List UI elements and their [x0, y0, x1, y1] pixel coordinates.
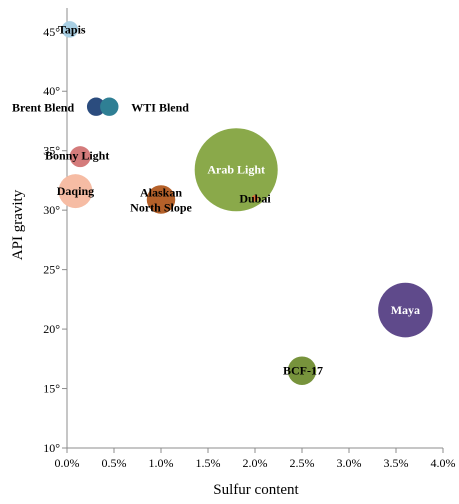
bubble-labels: Tapis Brent Blend WTI Blend Bonny Light Daqi…: [12, 22, 420, 377]
y-tick-label: 25°: [43, 263, 60, 277]
y-tick-label: 30°: [43, 203, 60, 217]
x-axis: 0.0% 0.5% 1.0% 1.5% 2.0% 2.5% 3.0% 3.5% 4.0%: [55, 447, 456, 470]
bubble-maya: [378, 282, 433, 338]
bubble-label-wti-blend: WTI Blend: [131, 101, 189, 115]
x-tick-label: 3.5%: [384, 456, 409, 470]
y-axis: 10° 15° 20° 25° 30° 35° 40° 45°: [43, 8, 68, 455]
x-tick-label: 3.0%: [337, 456, 362, 470]
y-axis-title: API gravity: [10, 189, 26, 260]
bubble-bcf-17: [287, 356, 317, 385]
x-tick-label: 1.5%: [196, 456, 221, 470]
bubble-label-bcf-17: BCF-17: [283, 364, 323, 378]
bubble-label-tapis: Tapis: [58, 22, 86, 36]
bubble-label-brent-blend: Brent Blend: [12, 101, 74, 115]
x-tick-label: 0.0%: [55, 456, 80, 470]
bubble-bonny-light: [69, 146, 91, 168]
bubble-daqing: [58, 174, 93, 209]
x-tick-label: 2.5%: [290, 456, 315, 470]
bubble-label-dubai: Dubai: [239, 191, 271, 205]
y-tick-label: 40°: [43, 84, 60, 98]
x-tick-label: 0.5%: [102, 456, 127, 470]
bubble-arab-light: [194, 128, 278, 212]
bubble-label-arab-light: Arab Light: [207, 163, 265, 177]
bubble-label-daqing: Daqing: [57, 184, 94, 198]
bubble-label-maya: Maya: [391, 303, 420, 317]
bubble-wti-blend: [100, 97, 119, 116]
bubble-alaskan-north-slope: [146, 185, 176, 214]
bubble-tapis: [61, 21, 79, 38]
bubble-dubai: [251, 195, 259, 202]
y-tick-label: 20°: [43, 322, 60, 336]
x-tick-label: 2.0%: [243, 456, 268, 470]
bubble-label-alaskan-north-slope: Alaskan North Slope: [130, 185, 192, 214]
y-tick-label: 35°: [43, 144, 60, 158]
y-tick-label: 45°: [43, 25, 60, 39]
x-tick-label: 4.0%: [431, 456, 456, 470]
x-tick-label: 1.0%: [149, 456, 174, 470]
bubble-brent-blend: [86, 97, 106, 116]
bubble-label-bonny-light: Bonny Light: [45, 149, 109, 163]
bubble-series: [58, 21, 433, 385]
x-axis-title: Sulfur content: [213, 482, 299, 498]
y-tick-label: 10°: [43, 441, 60, 455]
y-tick-label: 15°: [43, 382, 60, 396]
